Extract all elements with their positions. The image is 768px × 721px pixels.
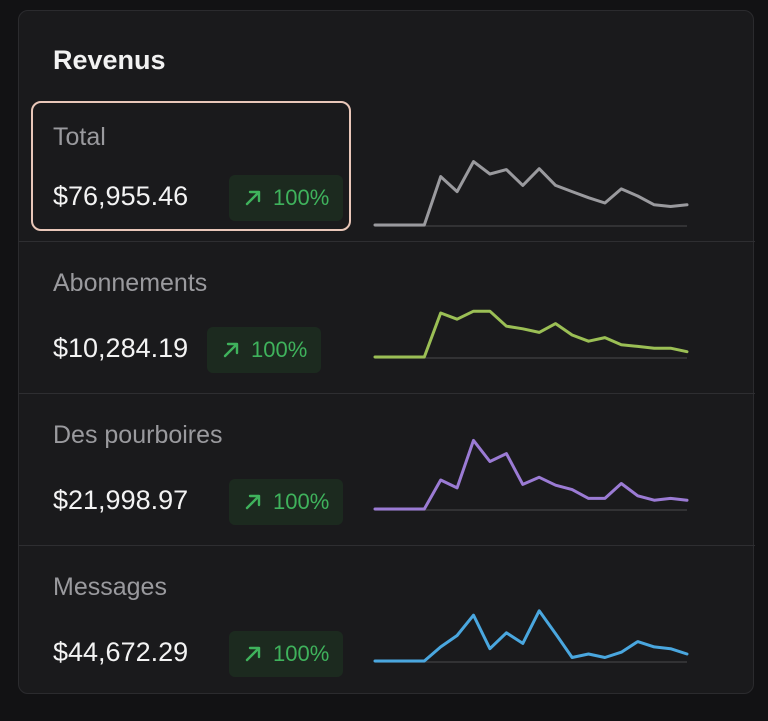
revenue-card: Revenus Total $76,955.46 100% Abonnement…: [18, 10, 755, 694]
sparkline-series: [373, 609, 689, 663]
change-percent: 100%: [251, 337, 308, 362]
sparkline-total: [373, 160, 689, 227]
change-percent: 100%: [273, 641, 330, 666]
sparkline-messages: [373, 609, 689, 663]
revenue-amount: $76,955.46: [53, 181, 189, 211]
revenue-row-total[interactable]: Total $76,955.46 100%: [19, 99, 753, 251]
revenue-row-abonnements[interactable]: Abonnements $10,284.19 100%: [19, 253, 753, 405]
change-badge: 100%: [229, 175, 344, 221]
sparkline-series: [373, 438, 689, 511]
sparkline-pourboires: [373, 438, 689, 511]
revenue-label: Messages: [53, 573, 167, 601]
revenue-label: Abonnements: [53, 269, 208, 297]
change-badge: 100%: [207, 327, 322, 373]
change-percent: 100%: [273, 185, 330, 210]
change-percent: 100%: [273, 489, 330, 514]
arrow-up-right-icon: [245, 494, 261, 510]
revenue-amount: $10,284.19: [53, 333, 189, 363]
revenue-label: Total: [53, 123, 106, 151]
row-divider: [19, 393, 755, 394]
card-title: Revenus: [53, 45, 166, 75]
sparkline-series: [373, 160, 689, 227]
revenue-row-pourboires[interactable]: Des pourboires $21,998.97 100%: [19, 405, 753, 557]
sparkline-series: [373, 309, 689, 359]
arrow-up-right-icon: [245, 646, 261, 662]
row-divider: [19, 241, 755, 242]
revenue-row-messages[interactable]: Messages $44,672.29 100%: [19, 557, 753, 709]
revenue-amount: $21,998.97: [53, 485, 189, 515]
revenue-amount: $44,672.29: [53, 637, 189, 667]
selected-row-highlight: [31, 101, 351, 231]
sparkline-abonnements: [373, 309, 689, 359]
revenue-label: Des pourboires: [53, 421, 223, 449]
change-badge: 100%: [229, 631, 344, 677]
row-divider: [19, 545, 755, 546]
arrow-up-right-icon: [245, 190, 261, 206]
change-badge: 100%: [229, 479, 344, 525]
arrow-up-right-icon: [223, 342, 239, 358]
